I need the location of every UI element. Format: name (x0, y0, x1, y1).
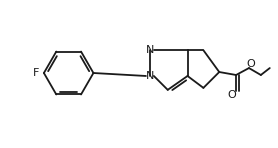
Text: O: O (247, 59, 255, 69)
Text: O: O (228, 90, 237, 100)
Text: N: N (146, 45, 154, 55)
Text: N: N (146, 71, 154, 81)
Text: F: F (33, 68, 39, 78)
